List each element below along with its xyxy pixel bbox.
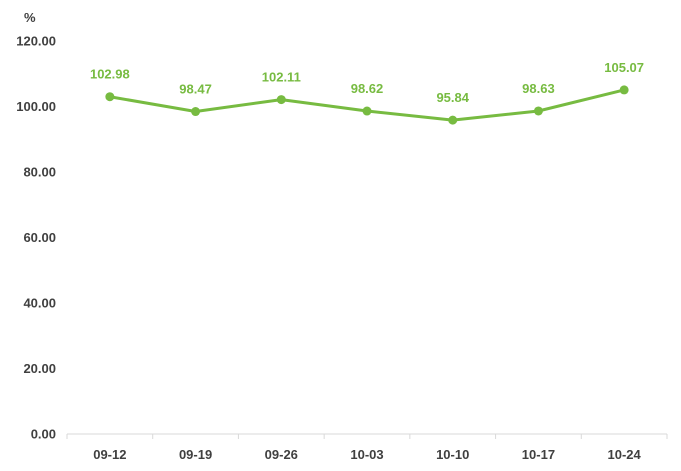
data-point: [191, 107, 201, 117]
data-point: [533, 106, 543, 116]
y-tick-label: 20.00: [23, 361, 56, 376]
data-label: 98.63: [522, 81, 555, 96]
data-label: 98.47: [179, 82, 212, 97]
x-tick-label: 10-24: [608, 447, 642, 462]
data-label: 105.07: [604, 60, 644, 75]
x-tick-label: 10-10: [436, 447, 469, 462]
x-tick-label: 10-17: [522, 447, 555, 462]
data-point: [105, 92, 115, 102]
data-point: [619, 85, 629, 95]
x-tick-label: 10-03: [350, 447, 383, 462]
x-tick-label: 09-26: [265, 447, 298, 462]
x-tick-label: 09-19: [179, 447, 212, 462]
y-tick-label: 60.00: [23, 230, 56, 245]
x-tick-label: 09-12: [93, 447, 126, 462]
data-label: 102.98: [90, 67, 130, 82]
data-label: 95.84: [436, 90, 469, 105]
data-point: [276, 95, 286, 105]
data-label: 102.11: [262, 70, 301, 85]
y-tick-label: 80.00: [23, 165, 56, 180]
y-tick-label: 0.00: [31, 427, 56, 442]
x-axis: 09-12 09-19 09-26 10-03 10-10 10-17 10-24: [66, 433, 668, 462]
data-point: [362, 106, 372, 116]
series-group: 102.98 98.47 102.11 98.62 95.84 98.63 105.07: [90, 60, 644, 125]
y-tick-label: 120.00: [16, 34, 56, 49]
y-axis-unit-label: %: [24, 10, 36, 25]
y-tick-label: 100.00: [16, 99, 56, 114]
data-point: [448, 115, 458, 125]
y-tick-label: 40.00: [23, 296, 56, 311]
data-label: 98.62: [351, 81, 384, 96]
y-axis: 0.00 20.00 40.00 60.00 80.00 100.00 120.00: [16, 34, 56, 442]
